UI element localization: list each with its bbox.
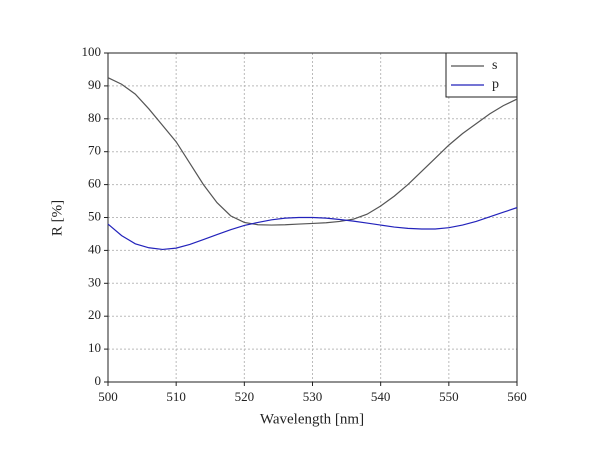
y-tick-label: 50 — [88, 208, 101, 223]
x-tick-label: 510 — [166, 389, 186, 404]
y-tick-label: 60 — [88, 176, 101, 191]
x-tick-label: 540 — [371, 389, 391, 404]
y-tick-label: 0 — [95, 373, 102, 388]
y-axis-label: R [%] — [49, 200, 65, 236]
y-tick-label: 100 — [82, 44, 102, 59]
legend-label: p — [492, 77, 499, 92]
x-tick-label: 550 — [439, 389, 459, 404]
x-axis-label: Wavelength [nm] — [260, 411, 364, 427]
y-tick-label: 30 — [88, 274, 101, 289]
x-tick-label: 520 — [235, 389, 255, 404]
plot-frame — [107, 52, 518, 383]
legend-box — [445, 52, 518, 98]
y-tick-label: 70 — [88, 143, 101, 158]
line-series — [107, 77, 518, 226]
y-tick-label: 90 — [88, 77, 101, 92]
y-tick-label: 80 — [88, 110, 101, 125]
line-series — [107, 207, 518, 251]
legend-label: s — [492, 58, 497, 73]
y-tick-label: 10 — [88, 340, 101, 355]
y-tick-label: 20 — [88, 307, 101, 322]
x-tick-label: 530 — [303, 389, 323, 404]
x-tick-label: 560 — [507, 389, 527, 404]
y-tick-label: 40 — [88, 241, 101, 256]
x-tick-label: 500 — [98, 389, 118, 404]
